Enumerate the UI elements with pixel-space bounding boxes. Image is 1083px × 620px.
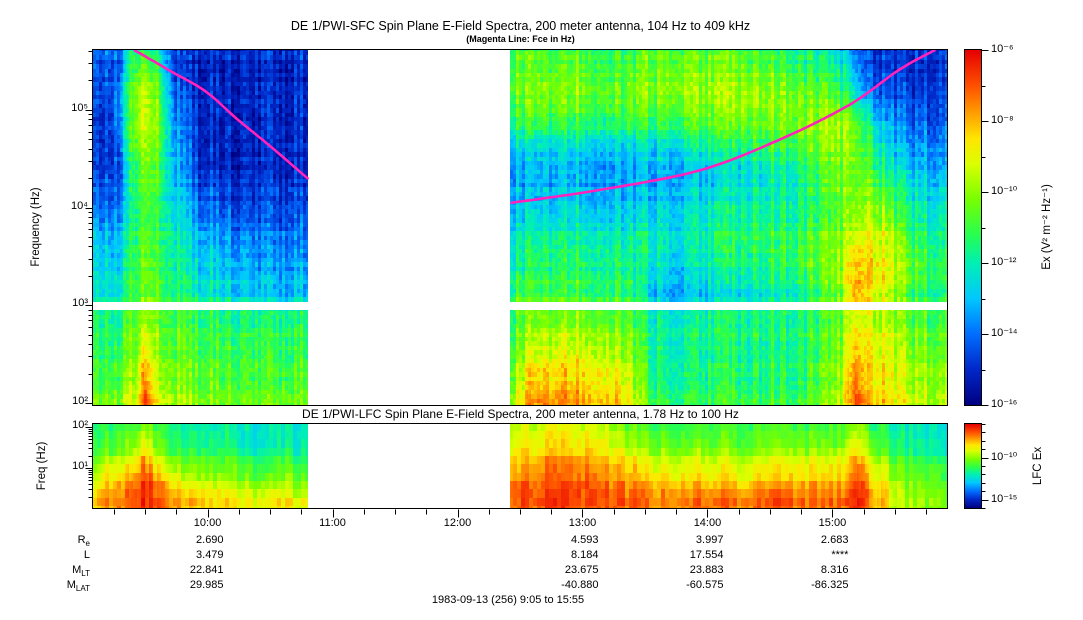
lfc-colorbar-tick-label: 10⁻¹⁰ — [991, 450, 1018, 463]
ephemeris-value: 8.316 — [820, 564, 849, 576]
ephemeris-row-label: MLAT — [66, 579, 90, 594]
sfc-subtitle: (Magenta Line: Fce in Hz) — [466, 34, 575, 44]
sfc-colorbar — [964, 49, 982, 406]
sfc-title: DE 1/PWI-SFC Spin Plane E-Field Spectra,… — [290, 19, 751, 33]
sfc-y-tick-label: 10⁵ — [71, 101, 88, 114]
sfc-y-tick-label: 10³ — [72, 297, 88, 310]
x-tick-label: 13:00 — [568, 517, 597, 529]
sfc-y-tick-label: 10² — [72, 395, 88, 407]
ephemeris-row-label: Re — [77, 534, 90, 549]
sfc-colorbar-tick-label: 10⁻⁶ — [991, 43, 1014, 55]
ephemeris-value: 23.675 — [564, 564, 599, 576]
ephemeris-value: **** — [831, 549, 849, 561]
ephemeris-value: 29.985 — [189, 579, 224, 591]
ephemeris-row-label: MLT — [72, 564, 90, 579]
ephemeris-value: -40.880 — [561, 579, 599, 591]
lfc-colorbar — [964, 423, 982, 509]
sfc-colorbar-tick-label: 10⁻¹⁴ — [991, 327, 1018, 339]
date-range-label: 1983-09-13 (256) 9:05 to 15:55 — [431, 594, 585, 606]
ephemeris-value: 17.554 — [689, 549, 724, 561]
x-tick-label: 14:00 — [693, 517, 722, 529]
lfc-y-tick-label: 10¹ — [72, 460, 88, 472]
ephemeris-value: -86.325 — [811, 579, 849, 591]
ephemeris-value: 23.883 — [689, 564, 724, 576]
sfc-y-axis-label: Frequency (Hz) — [30, 187, 42, 267]
sfc-spectrogram-canvas — [92, 49, 948, 406]
lfc-spectrogram-canvas — [92, 423, 948, 509]
lfc-colorbar-tick-label: 10⁻¹⁵ — [991, 492, 1018, 505]
ephemeris-value: 22.841 — [189, 564, 224, 576]
x-tick-label: 10:00 — [193, 517, 222, 529]
lfc-y-tick-label: 10² — [72, 419, 88, 431]
ephemeris-value: 2.690 — [196, 534, 224, 546]
ephemeris-value: 8.184 — [570, 549, 599, 561]
lfc-title: DE 1/PWI-LFC Spin Plane E-Field Spectra,… — [302, 407, 739, 421]
sfc-colorbar-tick-label: 10⁻¹⁶ — [991, 398, 1018, 410]
sfc-colorbar-tick-label: 10⁻¹⁰ — [991, 185, 1018, 197]
x-tick-label: 12:00 — [443, 517, 472, 529]
lfc-y-axis-label: Freq (Hz) — [36, 441, 48, 491]
ephemeris-value: 3.997 — [695, 534, 724, 546]
ephemeris-value: 2.683 — [820, 534, 849, 546]
ephemeris-value: 3.479 — [196, 549, 224, 561]
x-tick-label: 11:00 — [319, 517, 346, 529]
ephemeris-value: -60.575 — [686, 579, 724, 591]
ephemeris-value: 4.593 — [570, 534, 599, 546]
x-tick-label: 15:00 — [818, 517, 847, 529]
sfc-y-tick-label: 10⁴ — [71, 199, 88, 212]
ephemeris-row-label: L — [83, 549, 90, 561]
sfc-colorbar-tick-label: 10⁻⁸ — [991, 114, 1014, 126]
sfc-colorbar-label: Ex (V² m⁻² Hz⁻¹) — [1041, 184, 1053, 270]
sfc-colorbar-tick-label: 10⁻¹² — [991, 256, 1017, 268]
